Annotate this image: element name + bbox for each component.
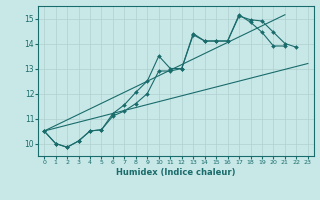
X-axis label: Humidex (Indice chaleur): Humidex (Indice chaleur) — [116, 168, 236, 177]
